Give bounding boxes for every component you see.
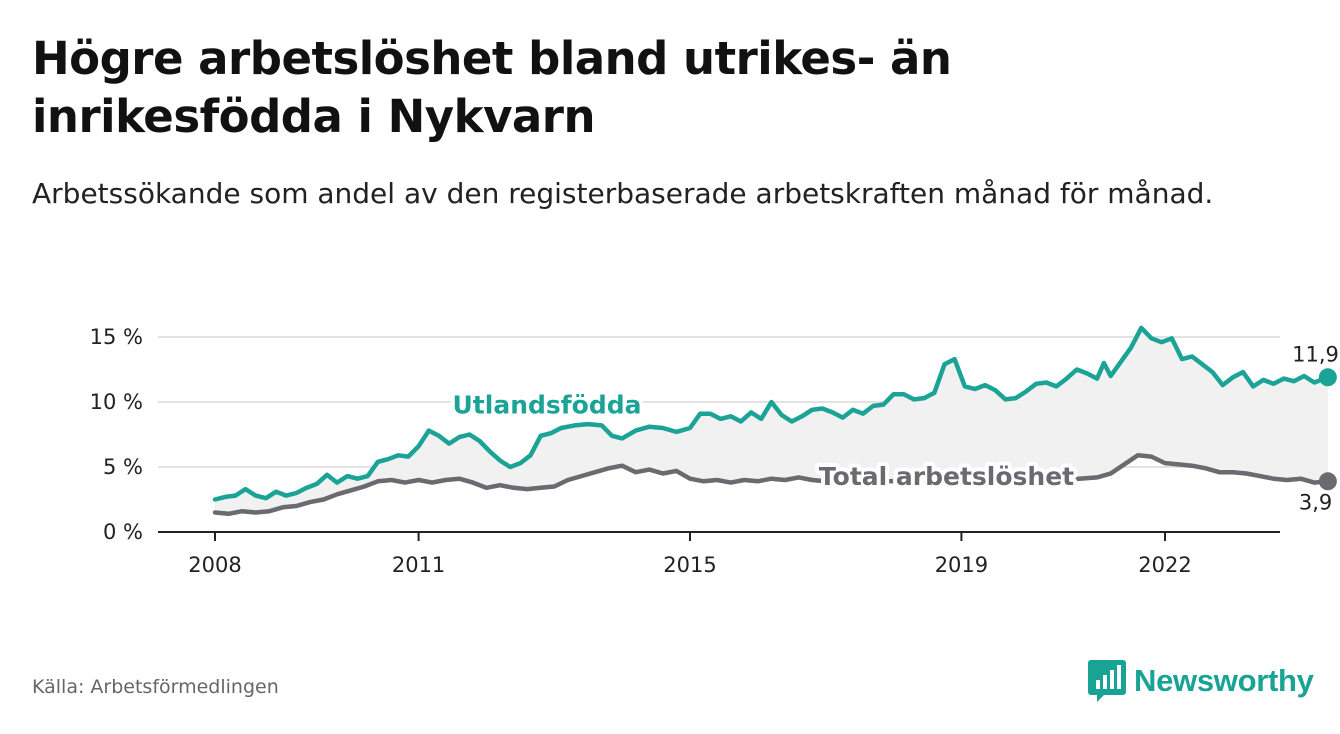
series-label-halo: Total arbetslöshet bbox=[819, 462, 1074, 491]
series-label: Utlandsfödda bbox=[453, 391, 642, 420]
x-axis: 2008 2011 2015 2019 2022 bbox=[158, 531, 1280, 577]
newsworthy-logo-icon bbox=[1088, 660, 1126, 702]
chart-subtitle: Arbetssökande som andel av den registerb… bbox=[32, 177, 1214, 210]
y-tick-label: 5 % bbox=[103, 455, 143, 479]
series-end-marker bbox=[1318, 472, 1337, 491]
brand-logo[interactable]: Newsworthy bbox=[1088, 660, 1314, 702]
y-tick-label: 15 % bbox=[90, 325, 143, 349]
x-tick-label: 2008 bbox=[188, 553, 241, 577]
series-label: Total arbetslöshet bbox=[819, 462, 1074, 491]
series-line bbox=[212, 325, 1331, 502]
line-chart: 0 % 5 % 10 % 15 % 2008 2011 2015 2019 2022 Utla… bbox=[90, 325, 1340, 577]
series-lines bbox=[212, 325, 1337, 517]
y-tick-label: 0 % bbox=[103, 520, 143, 544]
series-label-halo: Utlandsfödda bbox=[453, 391, 642, 420]
source-note: Källa: Arbetsförmedlingen bbox=[32, 676, 279, 698]
series-end-marker bbox=[1318, 368, 1337, 387]
x-tick-label: 2022 bbox=[1138, 553, 1191, 577]
y-tick-label: 10 % bbox=[90, 390, 143, 414]
series-end-value: 3,9 % bbox=[1299, 490, 1340, 514]
gap-band bbox=[215, 327, 1328, 514]
series-line bbox=[212, 453, 1331, 517]
series-end-value: 11,9 % bbox=[1292, 342, 1340, 366]
x-tick-label: 2015 bbox=[663, 553, 716, 577]
chart-title: Högre arbetslöshet bland utrikes- än inr… bbox=[32, 32, 952, 143]
brand-name: Newsworthy bbox=[1134, 663, 1314, 698]
x-tick-label: 2011 bbox=[392, 553, 445, 577]
x-tick-label: 2019 bbox=[935, 553, 988, 577]
